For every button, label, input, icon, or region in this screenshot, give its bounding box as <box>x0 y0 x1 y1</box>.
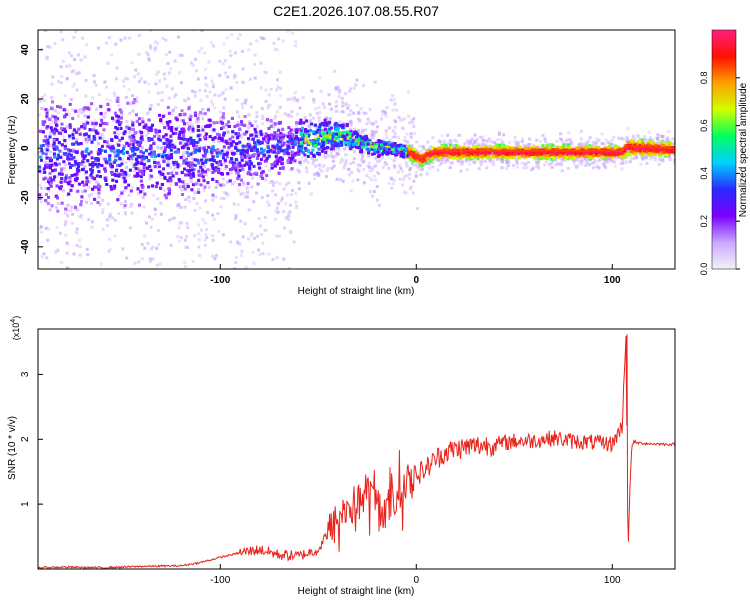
colorbar-tick-label: 0.4 <box>699 167 709 180</box>
colorbar-tick-label: 0.6 <box>699 119 709 132</box>
colorbar-tick-label: 0.8 <box>699 72 709 85</box>
snr-x-axis-label: Height of straight line (km) <box>298 586 415 597</box>
colorbar-gradient <box>711 29 737 270</box>
colorbar-tick-label: 0.0 <box>699 263 709 276</box>
heatmap-y-tick-label: 40 <box>20 44 31 56</box>
snr-y-tick-label: 3 <box>20 371 31 377</box>
snr-y-tick-label: 2 <box>20 436 31 442</box>
heatmap-x-tick-label: -100 <box>210 275 230 286</box>
heatmap-frame <box>37 29 676 270</box>
heatmap-y-ticks: -40 -20 0 20 40 <box>20 44 43 254</box>
snr-panel: -100 0 100 1 2 3 Height of straight line (km… <box>7 316 676 597</box>
snr-x-tick-label: -100 <box>210 575 230 586</box>
snr-multiplier-exp: 4 <box>10 319 17 323</box>
heatmap-y-tick-label: -20 <box>20 190 31 205</box>
snr-multiplier-suffix: ) <box>11 316 21 319</box>
snr-multiplier: (x104) <box>10 316 21 340</box>
colorbar-label: Normalized spectral amplitude <box>738 82 749 217</box>
snr-x-tick-label: 0 <box>413 575 419 586</box>
heatmap-y-axis-label: Frequency (Hz) <box>7 116 18 185</box>
heatmap-x-tick-label: 0 <box>413 275 419 286</box>
heatmap-panel: -100 0 100 -40 -20 0 20 40 Height of straight … <box>7 29 676 297</box>
figure-title: C2E1.2026.107.08.55.R07 <box>273 3 439 19</box>
heatmap-data <box>38 30 675 269</box>
snr-y-axis-label: SNR (10 * v/v) <box>7 416 18 480</box>
snr-series-line <box>37 334 676 570</box>
heatmap-y-tick-label: 0 <box>20 145 31 151</box>
heatmap-y-tick-label: 20 <box>20 93 31 105</box>
snr-y-tick-label: 1 <box>20 501 31 507</box>
snr-plot-area <box>38 329 675 569</box>
snr-multiplier-base: (x10 <box>11 323 21 341</box>
snr-x-ticks: -100 0 100 <box>210 564 621 586</box>
snr-x-tick-label: 100 <box>604 575 621 586</box>
colorbar: 0.0 0.2 0.4 0.6 0.8 Normalized spectral ampl… <box>699 29 749 276</box>
heatmap-x-tick-label: 100 <box>604 275 621 286</box>
heatmap-x-ticks: -100 0 100 <box>210 264 621 286</box>
colorbar-ticks: 0.0 0.2 0.4 0.6 0.8 <box>699 72 740 276</box>
heatmap-x-axis-label: Height of straight line (km) <box>298 286 415 297</box>
snr-frame <box>37 328 676 570</box>
colorbar-tick-label: 0.2 <box>699 215 709 228</box>
heatmap-y-tick-label: -40 <box>20 239 31 254</box>
snr-y-ticks: 1 2 3 <box>20 371 43 507</box>
